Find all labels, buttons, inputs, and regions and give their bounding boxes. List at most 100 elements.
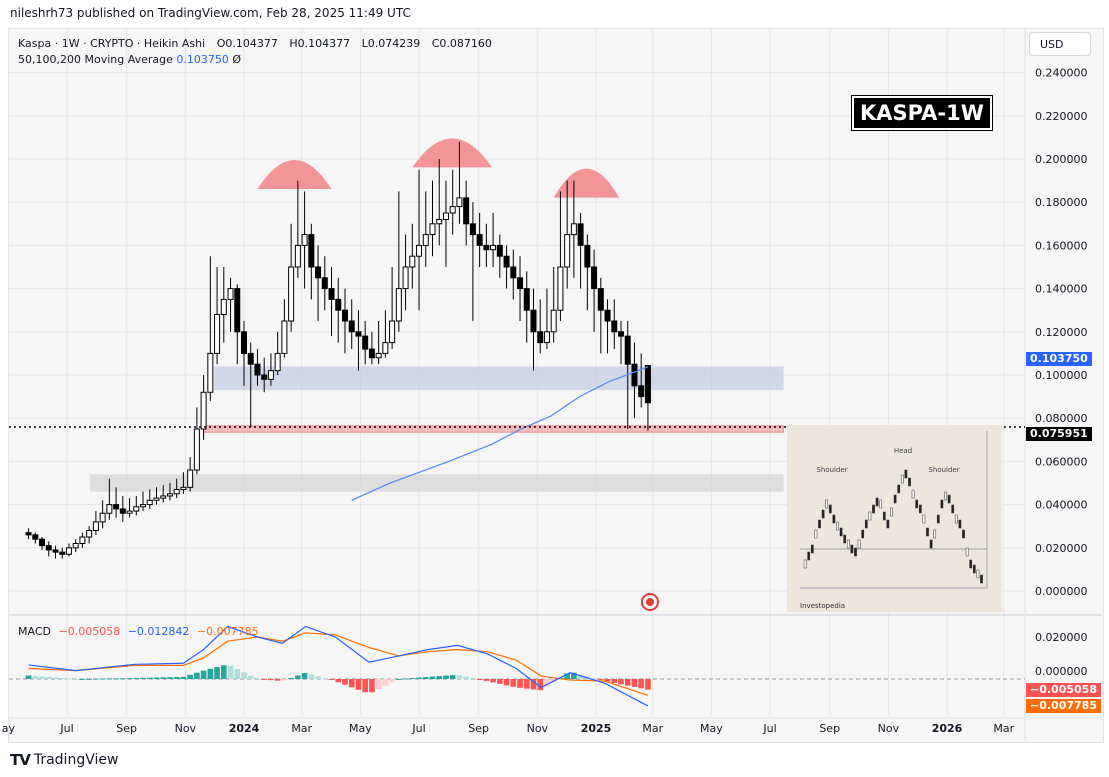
candle — [301, 191, 308, 289]
candle-body — [362, 335, 369, 350]
candle — [409, 223, 416, 289]
candle-body — [281, 320, 288, 354]
candle-body — [395, 288, 402, 322]
candle-body — [119, 508, 126, 514]
macd-histogram-bar — [476, 679, 483, 680]
candle-body — [234, 288, 241, 333]
candle — [463, 180, 470, 246]
published-by-line: nileshrh73 published on TradingView.com,… — [10, 6, 411, 20]
candle-body — [638, 385, 645, 398]
x-tick-label: Mar — [291, 722, 312, 735]
candle-body — [483, 244, 490, 251]
candle — [638, 353, 645, 408]
candle — [550, 267, 557, 343]
candle-body — [140, 504, 147, 508]
candle-body — [644, 365, 651, 404]
candle-body — [166, 493, 173, 497]
macd-histogram-bar — [375, 679, 382, 689]
macd-histogram-bar — [173, 677, 180, 679]
investopedia-inset: Shoulder Head Shoulder Investopedia — [787, 425, 1002, 612]
macd-histogram-bar — [187, 674, 193, 679]
candle — [375, 321, 382, 365]
low-value: L0.074239 — [361, 37, 421, 50]
macd-histogram-bar — [254, 679, 261, 680]
macd-histogram-bar — [335, 679, 342, 683]
candle-body — [146, 499, 153, 506]
macd-histogram-bar — [422, 677, 429, 679]
inset-candle — [951, 504, 955, 514]
candle-body — [72, 542, 79, 549]
candle-body — [557, 266, 564, 311]
candle — [187, 457, 194, 492]
macd-histogram-bar — [503, 679, 510, 686]
macd-histogram-bar — [126, 678, 133, 680]
footer: TV TradingView — [10, 751, 118, 769]
candle-body — [113, 504, 120, 510]
inset-candle — [944, 491, 947, 501]
inset-candle — [803, 559, 807, 569]
candle-body — [315, 266, 322, 279]
inset-candle — [926, 527, 929, 537]
candle — [65, 543, 72, 557]
macd-histogram-bar — [389, 679, 395, 683]
macd-histogram-bar — [160, 677, 167, 679]
candle-body — [106, 504, 113, 514]
inset-candle — [900, 474, 904, 484]
macd-histogram-bar — [113, 678, 119, 680]
macd-histogram-bar — [591, 678, 597, 680]
macd-histogram-bar — [25, 675, 32, 679]
candle — [597, 277, 604, 354]
macd-histogram-bar — [429, 676, 436, 679]
y-tick-label: 0.220000 — [1035, 110, 1088, 123]
candle-body — [355, 331, 362, 337]
candle — [530, 288, 537, 371]
y-tick-label: 0.120000 — [1035, 326, 1088, 339]
candle-body — [247, 352, 254, 365]
inset-label: Shoulder — [816, 466, 847, 474]
currency-button[interactable]: USD — [1029, 32, 1091, 56]
y-tick-label: 0.100000 — [1035, 369, 1088, 382]
candle — [52, 545, 59, 559]
macd-histogram-bar — [247, 675, 254, 679]
macd-histogram-bar — [221, 665, 227, 679]
candle — [160, 485, 167, 503]
candle — [173, 478, 180, 499]
x-tick-label: Nov — [175, 722, 197, 735]
inset-candle — [814, 529, 818, 539]
macd-histogram-bar — [79, 678, 86, 680]
inset-candle — [969, 559, 973, 569]
candle — [442, 180, 449, 267]
macd-histogram-bar — [153, 677, 160, 679]
candle-body — [335, 298, 342, 311]
macd-histogram-bar — [140, 677, 146, 679]
macd-hist-badge: −0.005058 — [1026, 683, 1101, 697]
y-tick-label: 0.060000 — [1035, 455, 1088, 468]
macd-histogram-bar — [456, 675, 463, 679]
macd-y-tick-label: 0.000000 — [1035, 665, 1088, 678]
candle — [422, 191, 429, 267]
candle — [469, 202, 476, 321]
candle-body — [65, 547, 72, 555]
x-tick-label: Sep — [116, 722, 137, 735]
ma-hidden-icon[interactable]: Ø — [232, 53, 242, 66]
candle — [180, 472, 187, 494]
candle — [261, 357, 268, 393]
macd-histogram-bar — [194, 672, 200, 679]
candle-body — [25, 532, 32, 536]
macd-histogram-bar — [301, 673, 308, 679]
y-tick-label: 0.080000 — [1035, 412, 1088, 425]
candle-body — [133, 506, 140, 512]
candle-body — [348, 320, 355, 333]
ma-label[interactable]: 50,100,200 Moving Average — [18, 53, 173, 66]
macd-histogram-bar — [59, 677, 66, 679]
candle — [341, 288, 348, 354]
macd-histogram-bar — [483, 679, 490, 681]
x-tick-label: Nov — [878, 722, 900, 735]
candle — [274, 331, 281, 375]
macd-histogram-bar — [227, 665, 234, 679]
candle — [281, 299, 288, 358]
candle-body — [456, 197, 463, 208]
candle-body — [503, 255, 510, 268]
macd-histogram-bar — [470, 678, 476, 680]
